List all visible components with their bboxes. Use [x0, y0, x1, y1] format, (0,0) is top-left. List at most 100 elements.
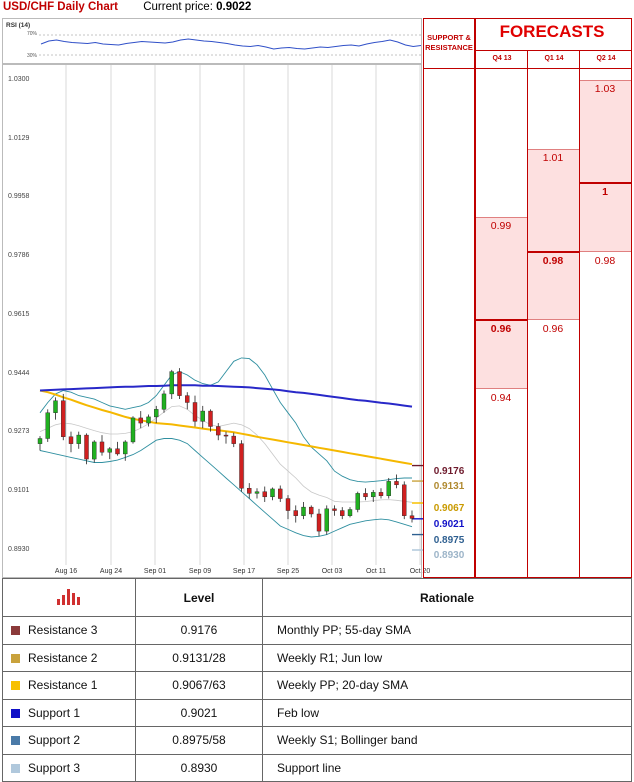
- chart-title: USD/CHF Daily Chart: [3, 1, 119, 13]
- forecasts-title-divider: [475, 50, 632, 51]
- x-tick-label: Sep 17: [232, 568, 256, 575]
- forecast-value-label: 0.96: [490, 323, 512, 336]
- row-name: Resistance 1: [28, 678, 98, 693]
- forecast-value-label: 0.98: [542, 254, 564, 267]
- candle: [169, 369, 174, 400]
- swatch-resistance-3: [11, 626, 20, 636]
- row-rationale: Weekly R1; Jun low: [262, 643, 632, 672]
- row-level: 0.8930: [135, 753, 263, 782]
- y-tick-label: 0.9273: [8, 428, 30, 436]
- candle: [107, 447, 112, 460]
- candle: [53, 397, 58, 420]
- swatch-resistance-2: [11, 653, 20, 663]
- candle: [363, 488, 368, 501]
- candle: [68, 431, 74, 453]
- candle: [61, 393, 66, 441]
- candle: [378, 488, 384, 499]
- forecast-range-band: [476, 217, 527, 389]
- candle: [301, 501, 306, 520]
- price-value: 0.9022: [216, 1, 252, 13]
- candle: [45, 409, 50, 442]
- level-marker-value: 0.9131: [433, 481, 465, 493]
- x-tick-label: Sep 25: [276, 568, 300, 575]
- x-tick-label: Aug 24: [99, 568, 123, 575]
- table-row: Resistance 2 0.9131/28 Weekly R1; Jun lo…: [2, 643, 632, 672]
- row-name: Support 1: [28, 705, 81, 720]
- swatch-support-2: [11, 736, 20, 746]
- sma-yellow-line: [39, 389, 413, 466]
- candle: [340, 507, 345, 520]
- level-marker-value: 0.8975: [433, 534, 465, 546]
- table-row: Support 1 0.9021 Feb low: [2, 698, 632, 727]
- candle: [262, 486, 267, 502]
- forecast-range-band: [580, 80, 631, 252]
- candle: [402, 481, 407, 520]
- bar-chart-icon: [57, 589, 80, 605]
- y-tick-label: 0.9101: [8, 487, 30, 495]
- forecast-value-label: 0.94: [490, 391, 512, 404]
- candle: [37, 436, 43, 451]
- y-tick-label: 1.0300: [8, 76, 30, 83]
- row-name: Support 3: [28, 760, 81, 775]
- sr-header-divider: [423, 68, 475, 69]
- row-level: 0.9021: [135, 698, 263, 727]
- candle: [76, 431, 81, 449]
- row-rationale: Weekly S1; Bollinger band: [262, 726, 632, 755]
- rsi-panel: RSI (14) 70% 30%: [2, 18, 422, 64]
- support-resistance-panel: [423, 18, 475, 578]
- candle: [270, 487, 275, 501]
- table-header-row: Level Rationale: [2, 578, 632, 617]
- forecast-base-line: [580, 181, 631, 184]
- candle: [355, 491, 360, 513]
- levels-table: Level Rationale Resistance 3 0.9176 Mont…: [2, 578, 632, 782]
- candle: [84, 433, 89, 465]
- forecast-value-label: 0.96: [542, 323, 564, 336]
- table-icon-cell: [2, 578, 136, 617]
- level-marker-value: 0.9021: [433, 518, 465, 530]
- row-level: 0.9067/63: [135, 671, 263, 700]
- header-level: Level: [135, 578, 263, 617]
- forecast-base-line: [528, 250, 579, 253]
- rsi-line: [40, 38, 422, 50]
- candle: [247, 483, 252, 499]
- y-tick-label: 1.0129: [8, 134, 30, 142]
- chart-header: USD/CHF Daily Chart Current price: 0.902…: [3, 1, 251, 13]
- candle: [223, 431, 229, 444]
- table-row: Support 2 0.8975/58 Weekly S1; Bollinger…: [2, 726, 632, 755]
- forecast-value-label: 0.98: [594, 254, 616, 267]
- candle: [239, 440, 244, 492]
- forecast-value-label: 1: [602, 185, 608, 198]
- swatch-resistance-1: [11, 681, 20, 691]
- candle: [208, 409, 213, 432]
- forecast-value-label: 1.03: [594, 83, 616, 95]
- row-level: 0.8975/58: [135, 726, 263, 755]
- candle: [92, 440, 97, 463]
- level-marker-value: 0.9067: [433, 503, 465, 514]
- bollinger-upper-line: [39, 357, 412, 483]
- candle: [386, 477, 391, 499]
- candle: [254, 488, 260, 499]
- forecast-value-label: 0.99: [490, 220, 512, 233]
- x-tick-label: Oct 20: [409, 568, 431, 575]
- price-chart-frame: [2, 64, 422, 578]
- forecasts-title: FORECASTS: [499, 22, 605, 41]
- candle: [409, 510, 415, 523]
- forecast-header-q4: Q4 13: [492, 55, 512, 62]
- candle: [278, 485, 283, 502]
- sr-title: SUPPORT & RESISTANCE: [425, 33, 473, 52]
- forecast-base-line: [476, 319, 527, 322]
- forecast-col-divider-1: [527, 50, 528, 578]
- rsi-plot: [39, 34, 422, 56]
- row-name: Resistance 2: [28, 650, 98, 665]
- candle: [324, 505, 329, 535]
- row-name: Support 2: [28, 733, 81, 748]
- forecast-header-q2: Q2 14: [596, 55, 616, 62]
- x-tick-label: Oct 11: [365, 568, 387, 575]
- candle: [231, 432, 236, 448]
- row-name: Resistance 3: [28, 623, 98, 638]
- forecast-col-divider-2: [579, 50, 580, 578]
- rsi-level-30: 30%: [27, 53, 38, 59]
- candle: [115, 441, 120, 456]
- candle: [394, 474, 399, 489]
- y-tick-label: 0.9786: [8, 252, 30, 260]
